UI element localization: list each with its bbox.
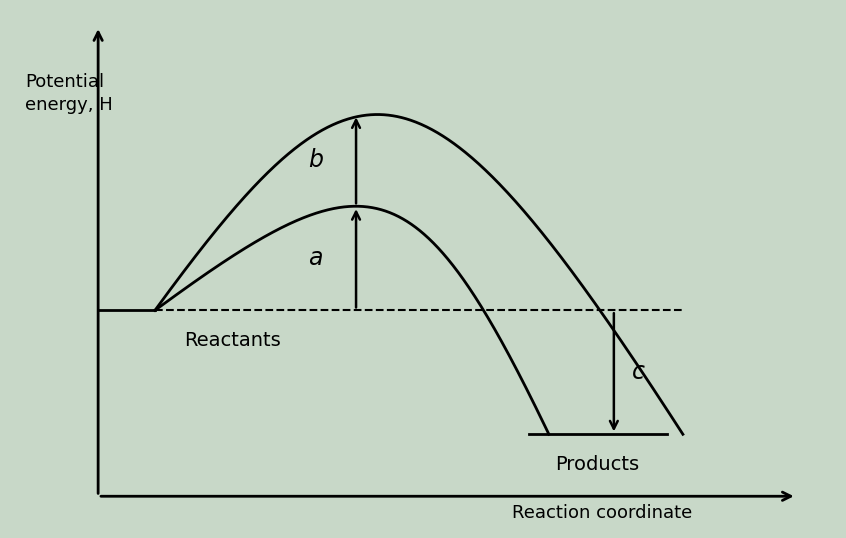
Text: c: c <box>632 360 645 384</box>
Text: Potential
energy, H: Potential energy, H <box>25 73 113 114</box>
Text: Reaction coordinate: Reaction coordinate <box>512 504 692 522</box>
Text: a: a <box>308 246 322 270</box>
Text: b: b <box>308 148 323 172</box>
Text: Reactants: Reactants <box>184 331 281 350</box>
Text: Products: Products <box>556 455 640 474</box>
